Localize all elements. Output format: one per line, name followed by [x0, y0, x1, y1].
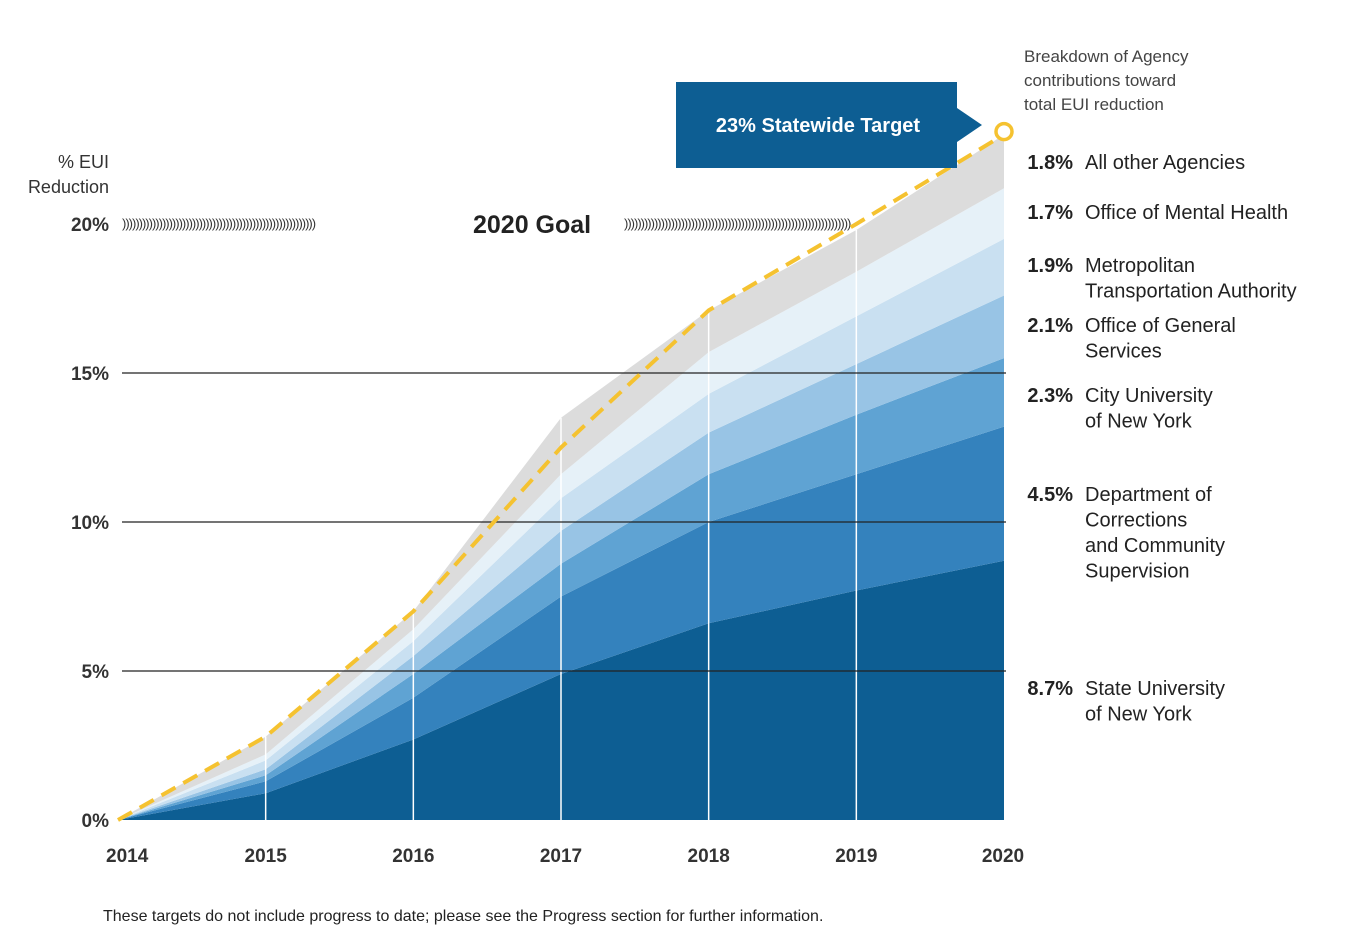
legend-name-3: Services — [1085, 341, 1162, 363]
legend-name-3: Office of General — [1085, 315, 1236, 337]
x-tick-label: 2020 — [982, 846, 1024, 867]
breakdown-title-line: Breakdown of Agency — [1024, 47, 1189, 66]
legend-name-1: Department of — [1085, 484, 1212, 506]
legend-pct-2: 2.3% — [1027, 385, 1073, 407]
goal-row: ))))))))))))))))))))))))))))))))))))))))… — [122, 211, 852, 239]
x-tick-label: 2017 — [540, 846, 582, 867]
legend-pct-5: 1.7% — [1027, 202, 1073, 224]
goal-label: 2020 Goal — [473, 211, 591, 239]
x-tick-label: 2014 — [106, 846, 149, 867]
target-line — [117, 132, 1006, 822]
legend-name-1: and Community — [1085, 535, 1225, 557]
breakdown-title-line: contributions toward — [1024, 71, 1176, 90]
breakdown-legend: Breakdown of Agency contributions toward t… — [1024, 47, 1297, 726]
target-callout-box — [676, 82, 982, 168]
y-tick-label: 10% — [71, 513, 109, 534]
target-line-group: 23% Statewide Target — [117, 82, 1014, 822]
legend-name-4: Transportation Authority — [1085, 281, 1297, 303]
x-axis-ticks: 2014 2015 2016 2017 2018 2019 2020 — [106, 846, 1024, 867]
target-end-marker — [994, 121, 1014, 142]
legend-name-1: Corrections — [1085, 510, 1187, 532]
legend-pct-1: 4.5% — [1027, 484, 1073, 506]
y-axis-title: % EUI Reduction — [28, 152, 109, 197]
year-gridlines — [264, 229, 858, 820]
legend-name-4: Metropolitan — [1085, 255, 1195, 277]
legend-name-2: City University — [1085, 385, 1213, 407]
x-tick-label: 2018 — [688, 846, 730, 867]
area-series-5 — [118, 188, 1004, 820]
y-tick-label: 5% — [82, 662, 110, 683]
legend-name-5: Office of Mental Health — [1085, 202, 1288, 224]
y-tick-label: 15% — [71, 364, 109, 385]
breakdown-title-line: total EUI reduction — [1024, 95, 1164, 114]
legend-pct-4: 1.9% — [1027, 255, 1073, 277]
y-tick-label: 0% — [82, 811, 110, 832]
goal-chevrons-right: ))))))))))))))))))))))))))))))))))))))))… — [624, 216, 851, 231]
legend-name-2: of New York — [1085, 411, 1193, 433]
y-axis-title-line-2: Reduction — [28, 177, 109, 197]
y-axis-ticks: 0% 5% 10% 15% 20% — [71, 215, 109, 832]
target-callout-label: 23% Statewide Target — [716, 115, 920, 137]
legend-name-6: All other Agencies — [1085, 152, 1245, 174]
legend-pct-3: 2.1% — [1027, 315, 1073, 337]
y-axis-title-line-1: % EUI — [58, 152, 109, 172]
y-tick-label: 20% — [71, 215, 109, 236]
legend-name-1: Supervision — [1085, 561, 1190, 583]
legend-pct-0: 8.7% — [1027, 678, 1073, 700]
horizontal-gridlines — [122, 372, 1006, 672]
x-tick-label: 2016 — [392, 846, 434, 867]
x-tick-label: 2019 — [835, 846, 877, 867]
goal-chevrons-left: ))))))))))))))))))))))))))))))))))))))))… — [122, 216, 316, 231]
legend-name-0: of New York — [1085, 704, 1193, 726]
footnote: These targets do not include progress to… — [103, 908, 823, 925]
x-tick-label: 2015 — [245, 846, 288, 867]
legend-pct-6: 1.8% — [1027, 152, 1073, 174]
area-series-6 — [118, 134, 1004, 821]
legend-name-0: State University — [1085, 678, 1225, 700]
